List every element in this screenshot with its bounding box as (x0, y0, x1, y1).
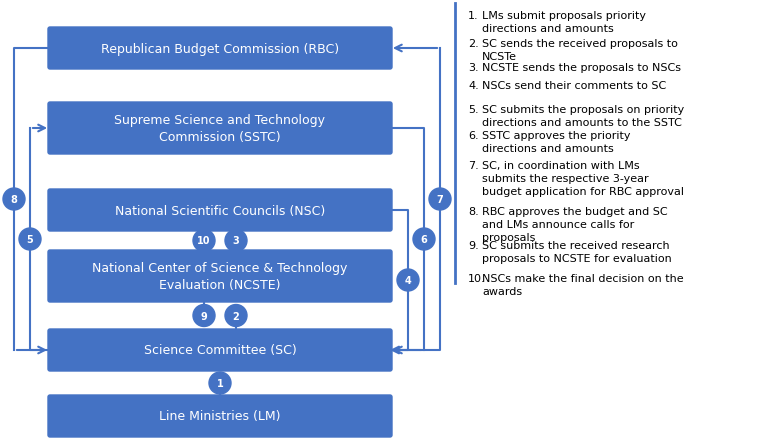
Text: 8.: 8. (468, 207, 479, 216)
Text: 8: 8 (11, 194, 17, 205)
Circle shape (209, 372, 231, 394)
Circle shape (397, 269, 419, 291)
Text: NCSTE sends the proposals to NSCs: NCSTE sends the proposals to NSCs (482, 63, 681, 73)
Text: 9.: 9. (468, 240, 479, 251)
FancyBboxPatch shape (48, 329, 392, 371)
Text: LMs submit proposals priority
directions and amounts: LMs submit proposals priority directions… (482, 11, 646, 34)
Text: 1.: 1. (468, 11, 479, 21)
Text: NSCs make the final decision on the
awards: NSCs make the final decision on the awar… (482, 273, 683, 296)
Text: 10.: 10. (468, 273, 486, 283)
Circle shape (225, 230, 247, 252)
Text: SC submits the proposals on priority
directions and amounts to the SSTC: SC submits the proposals on priority dir… (482, 105, 684, 127)
Circle shape (19, 229, 41, 251)
Text: 2.: 2. (468, 39, 479, 49)
Text: National Center of Science & Technology
Evaluation (NCSTE): National Center of Science & Technology … (92, 261, 348, 291)
FancyBboxPatch shape (48, 395, 392, 437)
Text: SC sends the received proposals to
NCSTe: SC sends the received proposals to NCSTe (482, 39, 678, 62)
Text: 9: 9 (200, 311, 207, 321)
Text: RBC approves the budget and SC
and LMs announce calls for
proposals: RBC approves the budget and SC and LMs a… (482, 207, 668, 242)
Text: 7.: 7. (468, 161, 479, 171)
Text: 3: 3 (232, 236, 239, 246)
Text: Republican Budget Commission (RBC): Republican Budget Commission (RBC) (101, 42, 339, 55)
Text: 7: 7 (437, 194, 443, 205)
Circle shape (413, 229, 435, 251)
Circle shape (193, 230, 215, 252)
Text: NSCs send their comments to SC: NSCs send their comments to SC (482, 81, 666, 91)
FancyBboxPatch shape (48, 28, 392, 70)
Text: 4.: 4. (468, 81, 479, 91)
Text: Supreme Science and Technology
Commission (SSTC): Supreme Science and Technology Commissio… (115, 114, 325, 143)
Text: 5.: 5. (468, 105, 479, 115)
Text: 10: 10 (197, 236, 211, 246)
FancyBboxPatch shape (48, 190, 392, 231)
Text: SSTC approves the priority
directions and amounts: SSTC approves the priority directions an… (482, 131, 630, 153)
Text: 1: 1 (217, 378, 223, 388)
Circle shape (429, 189, 451, 211)
FancyBboxPatch shape (48, 103, 392, 155)
Circle shape (3, 189, 25, 211)
Text: SC submits the received research
proposals to NCSTE for evaluation: SC submits the received research proposa… (482, 240, 672, 263)
Circle shape (225, 305, 247, 327)
Text: 6.: 6. (468, 131, 479, 141)
Text: Science Committee (SC): Science Committee (SC) (144, 344, 296, 357)
Text: 6: 6 (420, 234, 427, 244)
Text: Line Ministries (LM): Line Ministries (LM) (159, 410, 281, 423)
FancyBboxPatch shape (48, 251, 392, 302)
Text: 5: 5 (27, 234, 34, 244)
Text: SC, in coordination with LMs
submits the respective 3-year
budget application fo: SC, in coordination with LMs submits the… (482, 161, 684, 196)
Text: 3.: 3. (468, 63, 479, 73)
Circle shape (193, 305, 215, 327)
Text: 2: 2 (232, 311, 239, 321)
Text: National Scientific Councils (NSC): National Scientific Councils (NSC) (115, 204, 325, 217)
Text: 4: 4 (405, 276, 411, 285)
